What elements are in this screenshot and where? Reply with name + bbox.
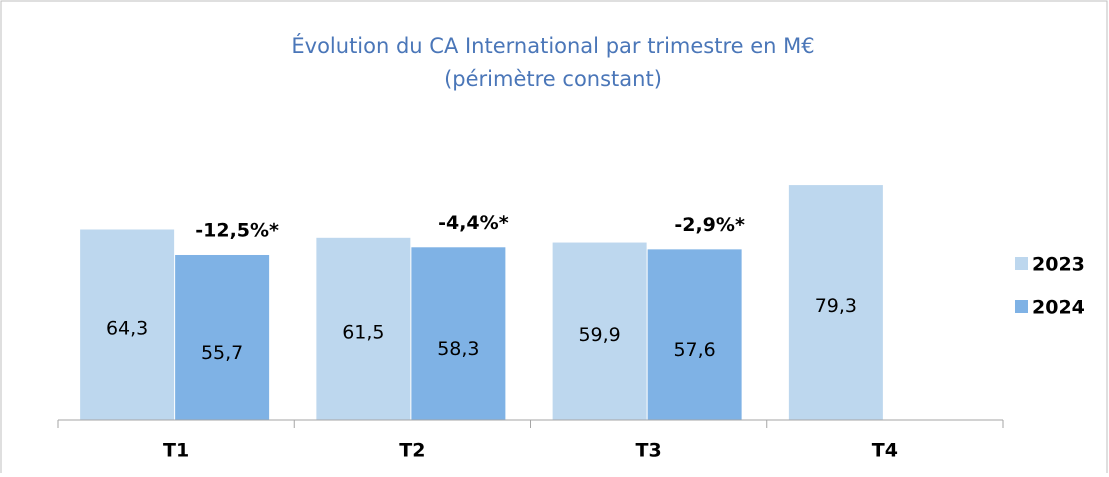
value-label: 64,3 [106,317,148,339]
value-label: 55,7 [201,342,243,364]
bar [411,247,506,420]
value-label: 58,3 [437,338,479,360]
x-tick-label: T2 [399,440,425,462]
bar [316,237,411,420]
bar [788,185,883,420]
bar [647,249,742,420]
chart-title: Évolution du CA International par trimes… [291,33,814,58]
bar [175,254,270,420]
annotation: -4,4%* [438,212,509,234]
x-tick-label: T3 [636,440,662,462]
annotation: -12,5%* [195,219,279,241]
bar [552,242,647,420]
legend-swatch [1015,300,1028,313]
x-tick-label: T4 [872,440,898,462]
value-label: 61,5 [342,321,384,343]
legend-swatch [1015,257,1028,270]
bar [80,229,175,420]
legend-label: 2024 [1032,297,1085,319]
value-label: 57,6 [673,339,715,361]
x-tick-label: T1 [163,440,189,462]
annotation: -2,9%* [674,214,745,236]
legend-label: 2023 [1032,254,1085,276]
chart-subtitle: (périmètre constant) [444,67,662,91]
value-label: 59,9 [578,324,620,346]
value-label: 79,3 [815,295,857,317]
